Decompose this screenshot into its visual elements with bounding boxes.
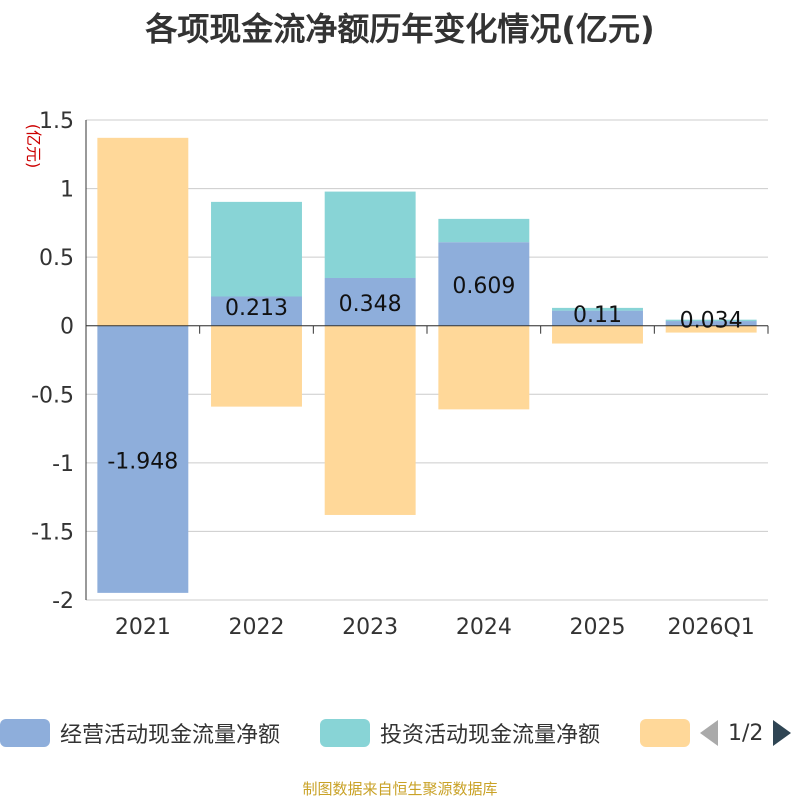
data-label-2022: 0.213	[225, 296, 288, 321]
legend-pager: 1/2	[700, 718, 792, 748]
bar-s2-2022	[211, 325, 302, 407]
y-tick-label-6: -1.5	[31, 520, 74, 545]
data-label-2021: -1.948	[107, 449, 178, 474]
y-tick-label-5: -1	[52, 452, 74, 477]
bar-s0-2025	[552, 310, 643, 326]
legend-swatch-financing	[640, 719, 690, 747]
bar-s1-2026Q1	[665, 319, 757, 322]
bar-s2-2021	[97, 137, 189, 326]
legend-item-investing[interactable]: 投资活动现金流量净额	[320, 718, 600, 748]
bar-s0-2026Q1	[665, 321, 757, 326]
bar-s1-2025	[552, 307, 643, 311]
bar-s0-2021	[97, 325, 189, 593]
legend-page-indicator: 1/2	[728, 720, 764, 746]
x-tick-label-2024: 2024	[456, 615, 512, 640]
source-note: 制图数据来自恒生聚源数据库	[302, 780, 498, 798]
legend-swatch-investing	[320, 719, 370, 747]
bar-s1-2024	[438, 218, 530, 243]
y-tick-label-7: -2	[52, 589, 74, 614]
x-tick-label-2025: 2025	[570, 615, 626, 640]
legend: 经营活动现金流量净额 投资活动现金流量净额 1/2	[0, 712, 800, 756]
legend-swatch-operating	[0, 719, 50, 747]
legend-next-page-icon[interactable]	[773, 720, 792, 746]
x-tick-label-2023: 2023	[342, 615, 398, 640]
legend-prev-page-icon[interactable]	[700, 720, 718, 746]
bar-s2-2023	[324, 325, 416, 515]
legend-item-financing[interactable]	[640, 718, 690, 748]
data-label-2023: 0.348	[339, 292, 402, 317]
y-tick-label-2: 0.5	[39, 246, 74, 271]
data-label-2024: 0.609	[452, 274, 515, 299]
legend-label-operating: 经营活动现金流量净额	[60, 723, 281, 748]
legend-item-operating[interactable]: 经营活动现金流量净额	[0, 718, 280, 748]
bar-s0-2022	[211, 296, 302, 326]
y-axis-label: (亿元)	[24, 124, 43, 169]
x-tick-label-2021: 2021	[115, 615, 171, 640]
data-label-2025: 0.11	[573, 303, 622, 328]
bar-s0-2023	[324, 277, 416, 326]
bar-s2-2025	[552, 325, 643, 344]
chart-title: 各项现金流净额历年变化情况(亿元)	[145, 10, 655, 48]
y-tick-label-0: 1.5	[39, 109, 74, 134]
bar-s1-2023	[324, 191, 416, 278]
bar-s2-2026Q1	[665, 325, 757, 333]
y-tick-label-3: 0	[60, 315, 74, 340]
x-tick-label-2022: 2022	[229, 615, 285, 640]
bar-s1-2022	[211, 201, 302, 297]
legend-label-investing: 投资活动现金流量净额	[380, 723, 601, 748]
data-label-2026Q1: 0.034	[680, 308, 743, 333]
y-tick-label-4: -0.5	[31, 383, 74, 408]
bar-s2-2024	[438, 325, 530, 410]
x-tick-label-2026Q1: 2026Q1	[668, 615, 755, 640]
y-tick-label-1: 1	[60, 178, 74, 203]
bar-s0-2024	[438, 242, 530, 326]
